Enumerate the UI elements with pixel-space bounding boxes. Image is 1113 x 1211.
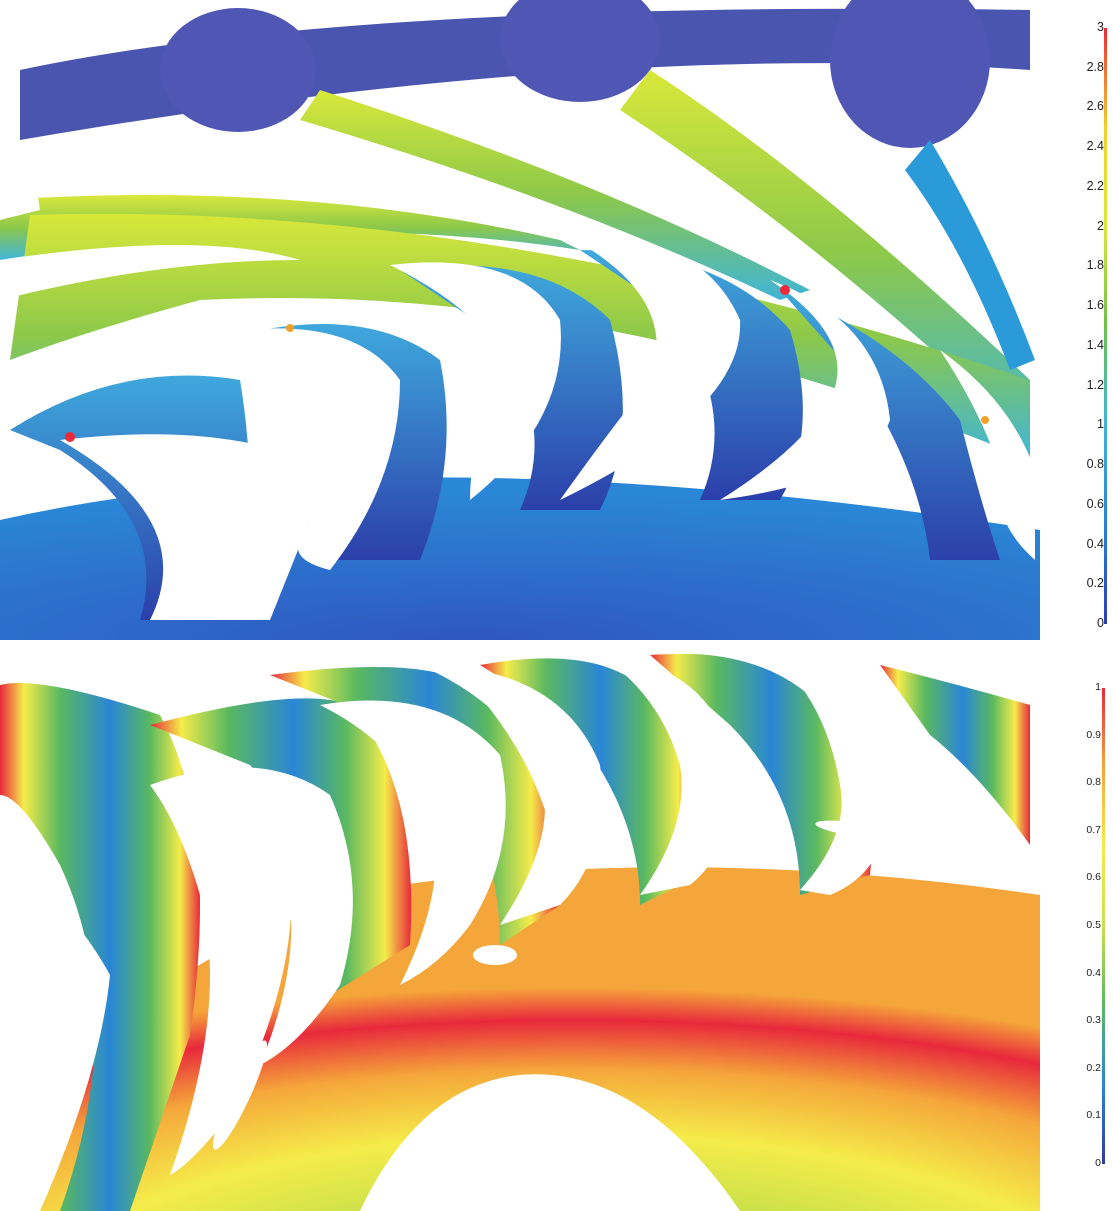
colorbar-tick-label: 0.5 <box>1086 919 1101 931</box>
colorbar-tick-label: 0.3 <box>1086 1014 1101 1027</box>
passage-3 <box>270 667 560 945</box>
passage-4 <box>580 250 803 500</box>
hotspot-2 <box>780 285 790 295</box>
hub-core <box>360 1074 740 1211</box>
top-contour-plot <box>0 0 1040 640</box>
blade-2 <box>210 328 400 570</box>
bulb-1 <box>160 8 316 132</box>
blade-7 <box>800 685 890 895</box>
left-void <box>0 148 40 220</box>
colorbar-tick-label: 2.6 <box>1086 99 1104 114</box>
hotspot-1 <box>65 432 75 442</box>
hotspot-3 <box>981 416 989 424</box>
passage-3 <box>400 265 623 510</box>
passage-5 <box>780 290 1000 560</box>
blade-6 <box>600 655 732 895</box>
colorbar-tick-label: 0.2 <box>1086 576 1104 591</box>
blade-5 <box>420 665 602 925</box>
passage-1 <box>0 683 200 1211</box>
diffuser-arm-3 <box>620 70 1030 440</box>
pocket-2 <box>815 820 905 840</box>
blade-1 <box>0 875 110 1211</box>
colorbar-tick-label: 0 <box>1095 1157 1101 1169</box>
pocket-1 <box>473 945 517 965</box>
colorbar-tick-label: 0.6 <box>1086 496 1104 511</box>
colorbar-tick-label: 0.7 <box>1086 823 1101 836</box>
bottom-colorbar: 1 0.9 0.8 0.7 0.6 0.5 0.4 0.3 0.2 0.1 0 <box>1040 645 1113 1211</box>
colorbar-tick-label: 1 <box>1097 417 1104 432</box>
colorbar-tick-label: 0.4 <box>1086 536 1104 551</box>
colorbar-tick-label: 2.2 <box>1086 178 1104 193</box>
blade-2 <box>150 785 292 1175</box>
blade-5 <box>720 280 890 500</box>
upper-passage <box>10 213 1030 460</box>
colorbar-tick-label: 0.2 <box>1086 1061 1101 1074</box>
blade-3 <box>390 262 561 500</box>
colorbar-tick-label: 0.1 <box>1086 1109 1101 1122</box>
blade-1 <box>60 434 330 620</box>
top-void <box>0 645 1040 705</box>
colorbar-tick-label: 0.6 <box>1086 871 1101 884</box>
colorbar-tick-label: 1.4 <box>1086 337 1104 352</box>
colorbar-tick-label: 0 <box>1097 616 1104 630</box>
passage-5 <box>650 653 872 895</box>
colorbar-tick-label: 1.2 <box>1086 377 1104 392</box>
colorbar-tick-label: 0.8 <box>1086 457 1104 472</box>
colorbar-tick-label: 0.4 <box>1086 966 1101 979</box>
blade-6 <box>940 350 1035 560</box>
colorbar-tick-label: 0.9 <box>1086 728 1101 741</box>
colorbar-tick-label: 1.8 <box>1086 258 1104 273</box>
bottom-contour-plot <box>0 645 1040 1211</box>
top-colorbar-strip <box>1104 28 1107 624</box>
colorbar-tick-label: 2 <box>1097 218 1104 233</box>
gap-1 <box>0 245 300 300</box>
colorbar-tick-label: 0.8 <box>1086 776 1101 789</box>
colorbar-tick-label: 2.4 <box>1086 139 1104 154</box>
pocket-3 <box>213 1040 267 1150</box>
colorbar-tick-label: 1 <box>1095 681 1101 693</box>
passage-4 <box>480 658 700 905</box>
top-colorbar: 3 2.8 2.6 2.4 2.2 2 1.8 1.6 1.4 1.2 1 0.8 0.6 0.4 0.2 0 <box>1040 0 1113 640</box>
colorbar-tick-label: 3 <box>1097 20 1104 34</box>
hotspot-4 <box>286 324 294 332</box>
blade-3 <box>150 767 353 1065</box>
blade-4 <box>320 700 506 985</box>
passage-6 <box>880 665 1030 845</box>
colorbar-tick-label: 2.8 <box>1086 59 1104 74</box>
bulb-2 <box>500 0 660 102</box>
blade-4 <box>560 239 741 500</box>
diffuser-arm-4 <box>905 140 1035 370</box>
diffuser-arm-2 <box>300 90 810 300</box>
colorbar-tick-label: 1.6 <box>1086 298 1104 313</box>
bulb-3 <box>830 0 990 148</box>
bottom-colorbar-strip <box>1102 688 1105 1164</box>
